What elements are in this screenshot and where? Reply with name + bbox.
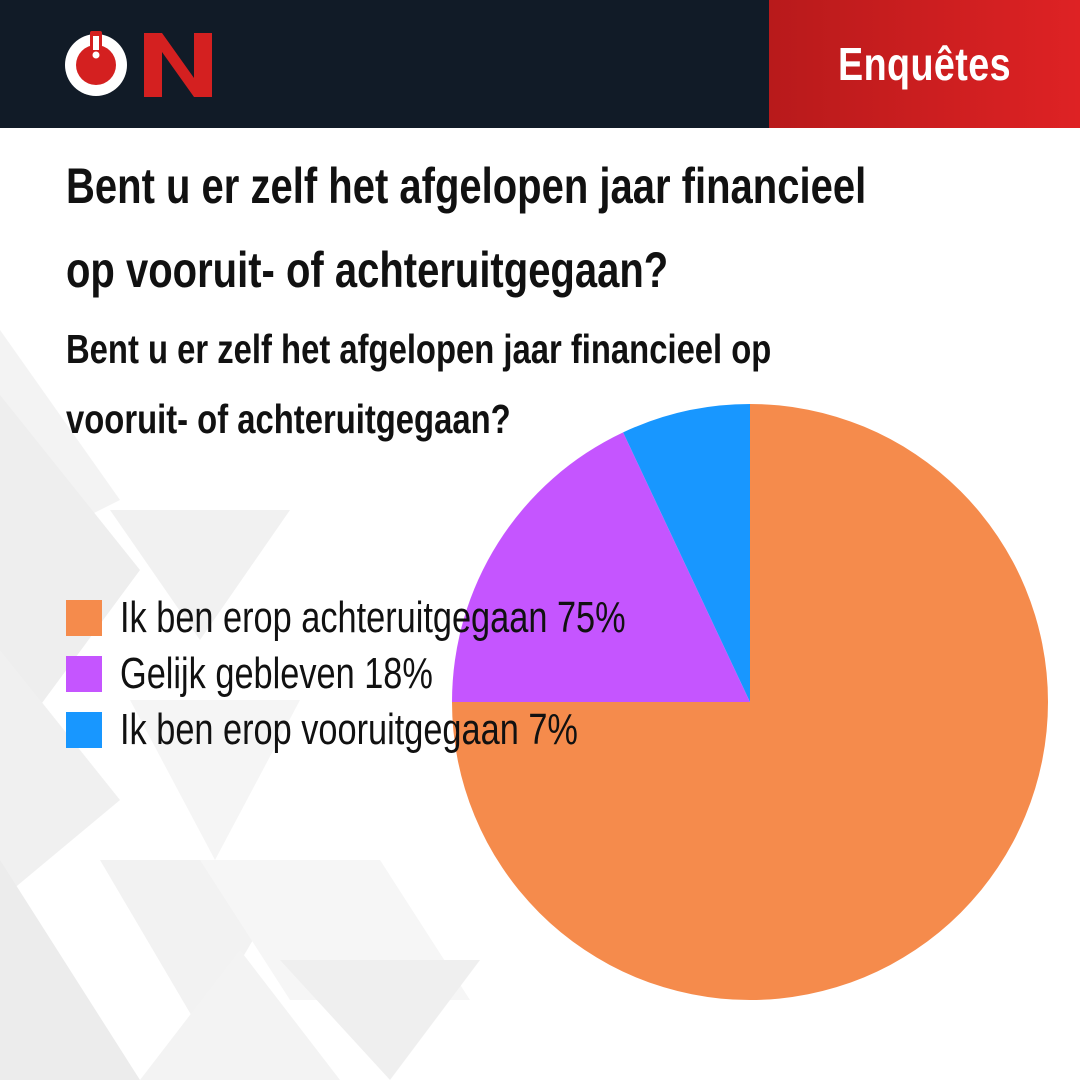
chart-subtitle: Bent u er zelf het afgelopen jaar financ…	[66, 314, 914, 454]
chart-legend: Ik ben erop achteruitgegaan 75% Gelijk ge…	[66, 590, 768, 758]
legend-item-2: Ik ben erop vooruitgegaan 7%	[66, 702, 768, 758]
pie-chart	[452, 404, 1048, 1000]
page-title: Bent u er zelf het afgelopen jaar financ…	[66, 144, 866, 312]
legend-swatch-1	[66, 656, 102, 692]
legend-item-1: Gelijk gebleven 18%	[66, 646, 768, 702]
section-label: Enquêtes	[837, 38, 1012, 90]
header-bar: Enquêtes	[0, 0, 1080, 128]
section-tab-enquetes[interactable]: Enquêtes	[769, 0, 1080, 128]
title-line-2: op vooruit- of achteruitgegaan?	[66, 242, 669, 298]
legend-label-0: Ik ben erop achteruitgegaan 75%	[120, 593, 626, 642]
legend-item-0: Ik ben erop achteruitgegaan 75%	[66, 590, 768, 646]
legend-label-2: Ik ben erop vooruitgegaan 7%	[120, 705, 578, 754]
legend-swatch-2	[66, 712, 102, 748]
subtitle-line-2: vooruit- of achteruitgegaan?	[66, 396, 511, 442]
legend-label-1: Gelijk gebleven 18%	[120, 649, 433, 698]
pie-slice-2	[623, 404, 750, 702]
subtitle-line-1: Bent u er zelf het afgelopen jaar financ…	[66, 326, 772, 372]
pie-slice-0	[452, 404, 1048, 1000]
logo-letter-n	[144, 33, 212, 97]
on-logo[interactable]	[62, 22, 232, 108]
title-line-1: Bent u er zelf het afgelopen jaar financ…	[66, 158, 867, 214]
legend-swatch-0	[66, 600, 102, 636]
pie-slice-1	[452, 432, 750, 702]
